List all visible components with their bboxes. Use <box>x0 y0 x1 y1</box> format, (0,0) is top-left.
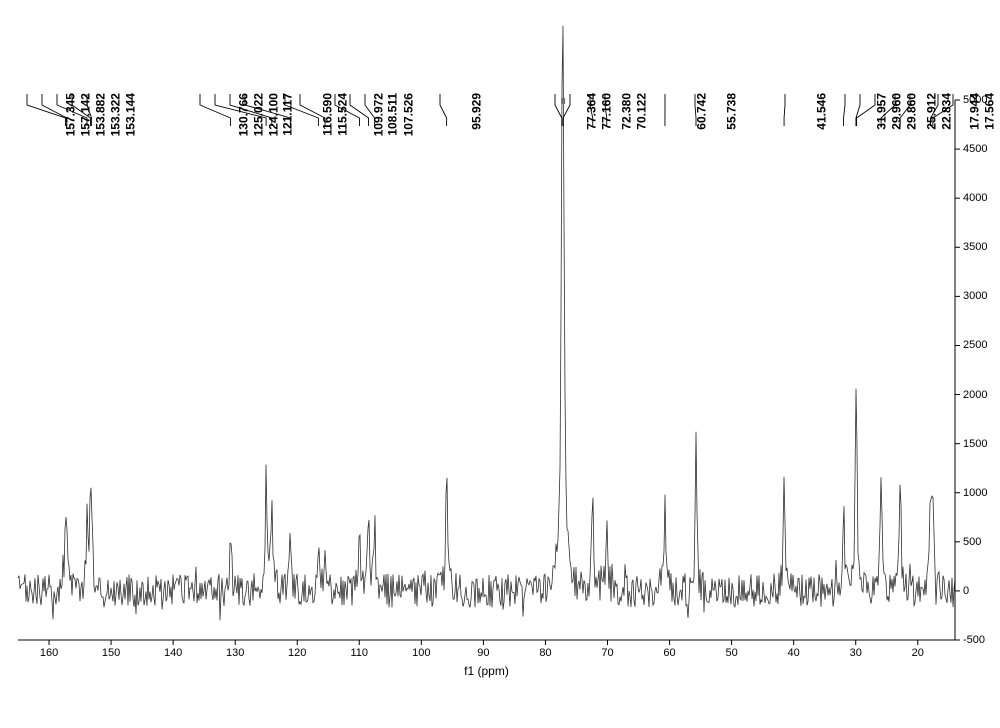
y-tick-label: 2000 <box>963 389 987 401</box>
peak-label: 41.546 <box>815 93 829 130</box>
peak-label: 153.322 <box>108 93 122 136</box>
peak-label: 29.960 <box>890 93 904 130</box>
peak-label: 107.526 <box>401 93 415 136</box>
peak-label: 157.345 <box>63 93 77 136</box>
x-tick-label: 100 <box>412 647 430 659</box>
peak-label: 121.117 <box>281 93 295 136</box>
peak-label: 108.511 <box>386 93 400 136</box>
peak-label: 124.100 <box>266 93 280 136</box>
y-tick-label: 5000 <box>963 94 987 106</box>
peak-label: 116.590 <box>321 93 335 136</box>
peak-label: 157.142 <box>78 93 92 136</box>
y-tick-label: -500 <box>963 634 985 646</box>
peak-label: 25.912 <box>925 93 939 130</box>
x-tick-label: 140 <box>164 647 182 659</box>
spectrum-svg <box>0 0 1000 723</box>
peak-label: 153.144 <box>123 93 137 136</box>
x-tick-label: 20 <box>912 647 924 659</box>
x-tick-label: 40 <box>788 647 800 659</box>
peak-label: 72.380 <box>620 93 634 130</box>
y-tick-label: 4000 <box>963 192 987 204</box>
x-tick-label: 30 <box>850 647 862 659</box>
y-tick-label: 3000 <box>963 290 987 302</box>
peak-label: 55.738 <box>725 93 739 130</box>
x-tick-label: 50 <box>725 647 737 659</box>
peak-label: 115.524 <box>336 93 350 136</box>
x-tick-label: 160 <box>40 647 58 659</box>
x-tick-label: 80 <box>539 647 551 659</box>
peak-label: 153.882 <box>93 93 107 136</box>
peak-label: 22.834 <box>940 93 954 130</box>
x-axis-title: f1 (ppm) <box>464 664 509 678</box>
x-tick-label: 120 <box>288 647 306 659</box>
x-tick-label: 60 <box>663 647 675 659</box>
y-tick-label: 1500 <box>963 438 987 450</box>
peak-label: 60.742 <box>695 93 709 130</box>
peak-label: 77.160 <box>600 93 614 130</box>
x-tick-label: 110 <box>351 647 369 659</box>
peak-label: 29.860 <box>905 93 919 130</box>
x-tick-label: 150 <box>102 647 120 659</box>
y-tick-label: 3500 <box>963 241 987 253</box>
y-tick-label: 4500 <box>963 143 987 155</box>
nmr-spectrum-chart: 157.345157.142153.882153.322153.144 130.7… <box>0 0 1000 723</box>
peak-label: 77.364 <box>585 93 599 130</box>
peak-label: 31.957 <box>875 93 889 130</box>
y-tick-label: 1000 <box>963 487 987 499</box>
x-tick-label: 90 <box>477 647 489 659</box>
y-tick-label: 0 <box>963 585 969 597</box>
y-tick-label: 2500 <box>963 339 987 351</box>
x-tick-label: 70 <box>601 647 613 659</box>
peak-label: 130.766 <box>236 93 250 136</box>
y-tick-label: 500 <box>963 536 981 548</box>
peak-label: 70.122 <box>635 93 649 130</box>
peak-label: 125.022 <box>251 93 265 136</box>
peak-label: 95.929 <box>470 93 484 130</box>
peak-label: 109.972 <box>371 93 385 136</box>
x-tick-label: 130 <box>226 647 244 659</box>
